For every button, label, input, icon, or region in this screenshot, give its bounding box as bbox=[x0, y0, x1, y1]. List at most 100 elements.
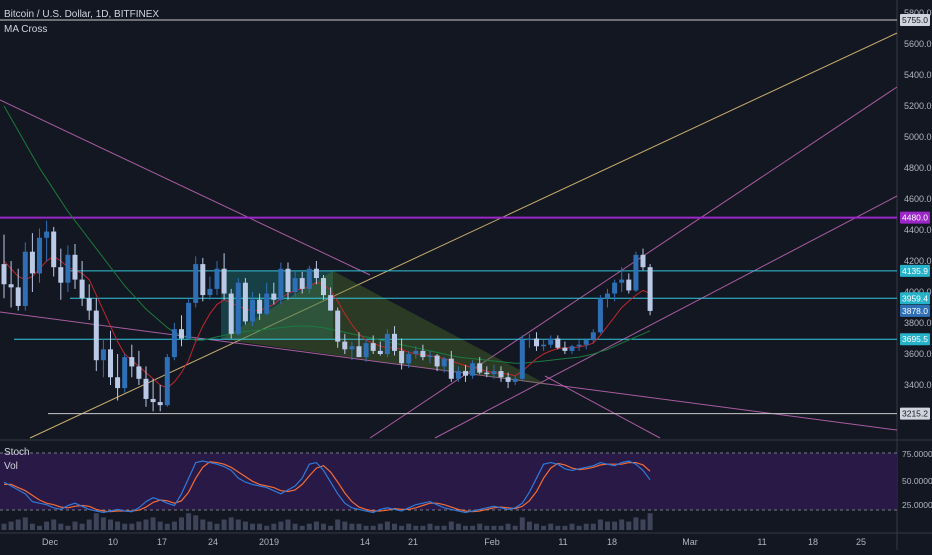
candle-body bbox=[250, 299, 255, 322]
candle-body bbox=[29, 251, 35, 274]
candle-body bbox=[306, 268, 312, 289]
candle-body bbox=[1, 264, 7, 285]
price-tag bbox=[900, 211, 930, 224]
volume-bar bbox=[58, 523, 64, 530]
volume-bar bbox=[122, 523, 128, 530]
volume-bar bbox=[597, 519, 603, 530]
candle-body bbox=[65, 254, 71, 283]
volume-bar bbox=[555, 525, 561, 530]
candle-body bbox=[626, 279, 632, 291]
candle-body bbox=[406, 354, 412, 364]
time-tick-label: 14 bbox=[360, 537, 370, 547]
vol-label[interactable]: Vol bbox=[4, 461, 18, 472]
volume-bar bbox=[157, 521, 163, 530]
candle-body bbox=[108, 349, 113, 378]
candle-layer[interactable] bbox=[1, 220, 653, 412]
volume-bar bbox=[413, 525, 419, 530]
candle-body bbox=[342, 341, 348, 350]
candle-body bbox=[136, 366, 142, 379]
candle-body bbox=[313, 268, 319, 279]
price-tag bbox=[900, 304, 930, 317]
time-tick-label: Mar bbox=[682, 537, 698, 547]
candle-body bbox=[278, 268, 284, 300]
volume-bar bbox=[285, 519, 291, 530]
volume-bar bbox=[441, 525, 447, 530]
candle-body bbox=[526, 338, 532, 341]
axis-layer: 3400.0 3600.0 3800.0 4000.0 4200.0 4400.0 4600… bbox=[42, 8, 932, 547]
volume-bar bbox=[171, 521, 177, 530]
candle-body bbox=[214, 268, 220, 289]
volume-bar bbox=[463, 525, 468, 530]
cross-line bbox=[544, 375, 661, 439]
volume-bar bbox=[448, 521, 454, 530]
candle-body bbox=[171, 329, 177, 358]
price-tag bbox=[900, 292, 930, 305]
stoch-axis-label: 25.0000 bbox=[902, 500, 932, 510]
time-tick-label: 18 bbox=[607, 537, 617, 547]
volume-bar bbox=[86, 519, 92, 530]
candle-body bbox=[235, 282, 241, 334]
symbol-title[interactable]: Bitcoin / U.S. Dollar, 1D, BITFINEX bbox=[4, 9, 160, 20]
candle-body bbox=[555, 338, 561, 348]
candle-body bbox=[37, 237, 42, 274]
stoch-label[interactable]: Stoch bbox=[4, 447, 30, 458]
candle-body bbox=[349, 346, 355, 350]
volume-bar bbox=[164, 523, 170, 530]
candle-body bbox=[285, 268, 291, 292]
volume-bar bbox=[619, 519, 625, 530]
stoch-axis-label: 50.0000 bbox=[902, 476, 932, 486]
candle-body bbox=[427, 355, 433, 358]
candle-body bbox=[534, 338, 539, 347]
volume-bar bbox=[526, 521, 532, 530]
volume-bar bbox=[562, 525, 568, 530]
price-tag bbox=[900, 13, 930, 26]
volume-bar bbox=[569, 523, 575, 530]
candle-body bbox=[335, 310, 341, 342]
volume-bar bbox=[484, 525, 490, 530]
time-tick-label: 24 bbox=[208, 537, 218, 547]
volume-bar bbox=[37, 525, 42, 530]
volume-bar bbox=[406, 523, 412, 530]
volume-bar bbox=[143, 519, 149, 530]
price-tick-label: 4000.0 bbox=[904, 287, 932, 297]
volume-bar bbox=[186, 513, 192, 530]
volume-bar bbox=[363, 525, 369, 530]
wedge-triangle bbox=[221, 270, 548, 385]
volume-bar bbox=[534, 523, 539, 530]
candle-body bbox=[292, 278, 298, 292]
volume-bar bbox=[292, 523, 298, 530]
price-tag-label: 3959.4 bbox=[902, 293, 928, 303]
price-tag bbox=[900, 264, 930, 277]
price-tick-label: 5000.0 bbox=[904, 132, 932, 142]
volume-layer bbox=[1, 513, 653, 530]
candle-body bbox=[179, 329, 184, 339]
ma-cross-label[interactable]: MA Cross bbox=[4, 24, 48, 35]
volume-bar bbox=[612, 521, 618, 530]
candle-body bbox=[200, 264, 206, 296]
price-tick-label: 5400.0 bbox=[904, 70, 932, 80]
price-tick-label: 5800.0 bbox=[904, 8, 932, 18]
candle-body bbox=[15, 287, 21, 306]
volume-bar bbox=[250, 523, 255, 530]
candle-body bbox=[399, 350, 405, 364]
price-tick-label: 3600.0 bbox=[904, 349, 932, 359]
volume-bar bbox=[512, 525, 518, 530]
volume-bar bbox=[193, 515, 199, 530]
volume-bar bbox=[328, 525, 334, 530]
volume-bar bbox=[399, 525, 405, 530]
volume-bar bbox=[356, 523, 362, 530]
candle-body bbox=[356, 346, 362, 358]
volume-bar bbox=[221, 519, 227, 530]
volume-bar bbox=[576, 525, 582, 530]
candle-body bbox=[157, 402, 163, 406]
volume-bar bbox=[22, 517, 28, 530]
volume-bar bbox=[235, 519, 241, 530]
volume-bar bbox=[228, 517, 234, 530]
candle-body bbox=[470, 363, 476, 376]
candle-body bbox=[122, 357, 128, 389]
volume-bar bbox=[200, 519, 206, 530]
price-tag-label: 3215.2 bbox=[902, 409, 928, 419]
time-tick-label: 11 bbox=[757, 537, 766, 547]
